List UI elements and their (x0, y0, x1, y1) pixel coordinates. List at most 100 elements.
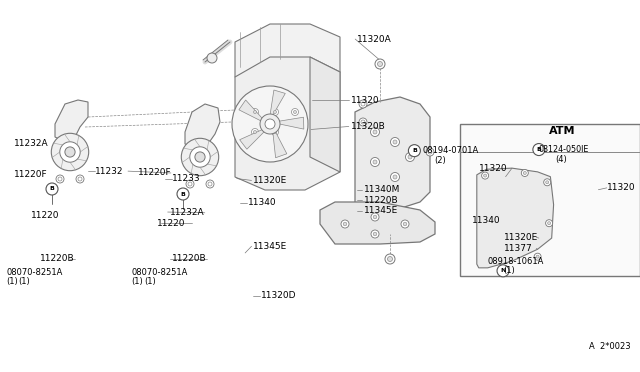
Circle shape (253, 131, 257, 134)
Polygon shape (235, 24, 340, 90)
Circle shape (373, 215, 377, 219)
Circle shape (271, 109, 278, 115)
Text: 11320E: 11320E (504, 233, 539, 242)
Circle shape (371, 128, 380, 137)
Circle shape (291, 109, 298, 115)
Circle shape (371, 230, 379, 238)
Text: (1): (1) (503, 266, 515, 275)
Circle shape (58, 177, 62, 181)
Circle shape (390, 138, 399, 147)
Polygon shape (477, 168, 554, 268)
Text: 11220: 11220 (31, 211, 60, 220)
Text: 11377: 11377 (504, 244, 533, 253)
Bar (460, 124, 640, 276)
Polygon shape (235, 57, 340, 190)
Text: 11220F: 11220F (138, 169, 172, 177)
Text: 11340: 11340 (248, 198, 277, 207)
Text: (1): (1) (6, 278, 18, 286)
Circle shape (195, 152, 205, 162)
Polygon shape (55, 100, 88, 142)
Circle shape (51, 133, 89, 171)
Circle shape (546, 181, 548, 184)
Circle shape (359, 100, 367, 108)
Text: 08070-8251A: 08070-8251A (6, 268, 63, 277)
Circle shape (188, 182, 192, 186)
Circle shape (294, 110, 296, 113)
Text: ATM: ATM (548, 126, 575, 136)
Circle shape (359, 118, 367, 126)
Circle shape (524, 171, 526, 174)
Circle shape (393, 175, 397, 179)
Circle shape (482, 172, 488, 179)
Circle shape (65, 147, 75, 157)
Text: (1): (1) (144, 278, 156, 286)
Circle shape (546, 220, 552, 227)
Circle shape (60, 142, 80, 162)
Circle shape (533, 144, 545, 155)
Circle shape (548, 222, 550, 225)
Circle shape (56, 175, 64, 183)
Polygon shape (270, 90, 285, 115)
Text: 11233: 11233 (172, 174, 200, 183)
Circle shape (361, 120, 365, 124)
Polygon shape (185, 104, 220, 148)
Circle shape (426, 148, 434, 156)
Circle shape (375, 59, 385, 69)
Polygon shape (273, 132, 287, 158)
Circle shape (390, 173, 399, 182)
Text: 11220F: 11220F (14, 170, 48, 179)
Text: (4): (4) (556, 155, 567, 164)
Text: 11220B: 11220B (172, 254, 206, 263)
Text: B: B (536, 147, 541, 152)
Text: 08194-0701A: 08194-0701A (422, 146, 479, 155)
Circle shape (484, 174, 486, 177)
Circle shape (544, 179, 550, 186)
Circle shape (253, 110, 257, 113)
Text: B: B (49, 186, 54, 192)
Circle shape (522, 170, 528, 176)
Circle shape (252, 109, 259, 115)
Circle shape (46, 183, 58, 195)
Text: 11232A: 11232A (14, 139, 49, 148)
Circle shape (387, 257, 392, 262)
Polygon shape (320, 202, 435, 244)
Polygon shape (239, 100, 262, 121)
Circle shape (373, 160, 377, 164)
Text: A  2*0023: A 2*0023 (589, 342, 630, 351)
Circle shape (378, 61, 383, 67)
Circle shape (206, 180, 214, 188)
Text: 11320: 11320 (607, 183, 636, 192)
Text: 11232: 11232 (95, 167, 124, 176)
Text: B: B (412, 148, 417, 153)
Circle shape (177, 188, 189, 200)
Text: 11320B: 11320B (351, 122, 385, 131)
Circle shape (208, 182, 212, 186)
Polygon shape (355, 97, 430, 212)
Text: 08124-050lE: 08124-050lE (539, 145, 589, 154)
Text: (1): (1) (131, 278, 143, 286)
Text: B: B (180, 192, 186, 196)
Circle shape (232, 86, 308, 162)
Circle shape (401, 220, 409, 228)
Circle shape (408, 145, 420, 157)
Text: 11320D: 11320D (261, 291, 296, 300)
Circle shape (273, 110, 276, 113)
Circle shape (497, 265, 509, 277)
Text: 11340: 11340 (472, 216, 501, 225)
Circle shape (207, 53, 217, 63)
Text: 11320: 11320 (351, 96, 380, 105)
Circle shape (252, 128, 259, 135)
Circle shape (536, 255, 539, 258)
Circle shape (181, 138, 219, 176)
Circle shape (265, 119, 275, 129)
Text: 08918-1061A: 08918-1061A (488, 257, 544, 266)
Text: 11232A: 11232A (170, 208, 204, 217)
Circle shape (408, 155, 412, 159)
Text: 11220: 11220 (157, 219, 186, 228)
Circle shape (190, 147, 210, 167)
Polygon shape (279, 117, 304, 129)
Circle shape (343, 222, 347, 226)
Polygon shape (239, 129, 264, 149)
Text: 11345E: 11345E (364, 206, 398, 215)
Polygon shape (310, 57, 340, 172)
